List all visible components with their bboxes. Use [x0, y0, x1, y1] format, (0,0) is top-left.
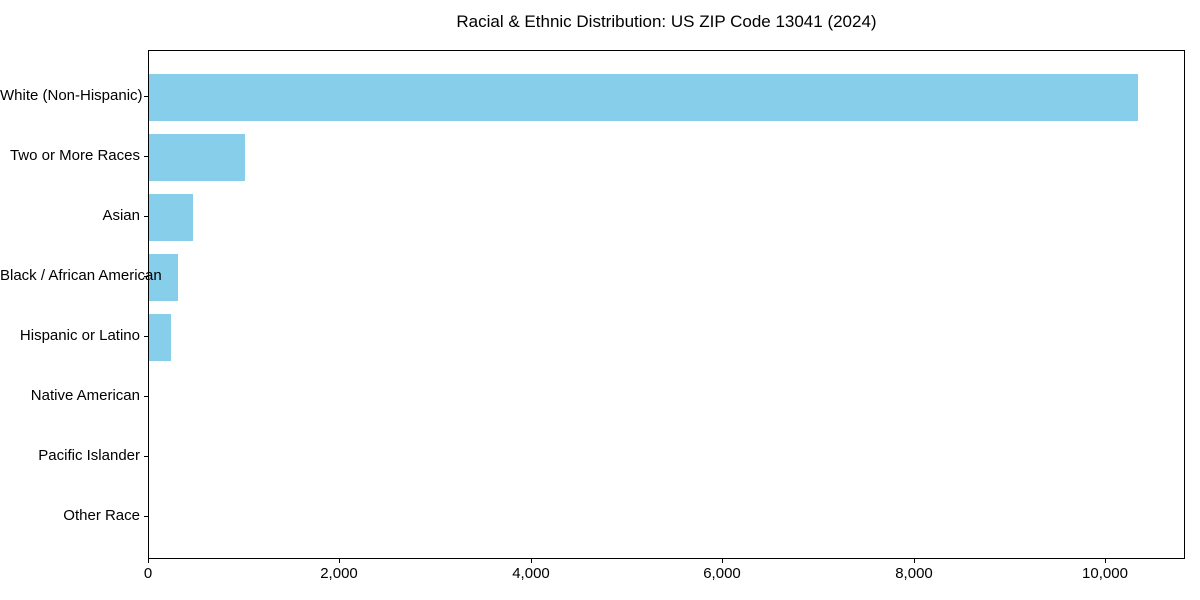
- x-tick-mark: [1105, 559, 1106, 563]
- bar-black-african-american: [149, 253, 178, 301]
- y-axis-label-asian: Asian: [102, 207, 140, 224]
- y-tick-mark: [144, 276, 148, 277]
- x-axis-label-0: 0: [143, 565, 153, 582]
- y-tick-mark: [144, 396, 148, 397]
- y-tick-mark: [144, 336, 148, 337]
- x-tick-mark: [148, 559, 149, 563]
- x-tick-mark: [531, 559, 532, 563]
- y-axis-label-hispanic-or-latino: Hispanic or Latino: [19, 327, 140, 344]
- y-axis-label-two-or-more-races: Two or More Races: [9, 147, 140, 164]
- x-tick-mark: [339, 559, 340, 563]
- y-axis-label-white-non-hispanic: White (Non-Hispanic): [0, 87, 143, 104]
- y-tick-mark: [144, 156, 148, 157]
- x-tick-mark: [722, 559, 723, 563]
- x-axis-label-2-000: 2,000: [320, 565, 358, 582]
- x-axis-label-6-000: 6,000: [703, 565, 741, 582]
- chart-title: Racial & Ethnic Distribution: US ZIP Cod…: [456, 12, 877, 31]
- plot-area: [148, 50, 1185, 559]
- x-axis-label-4-000: 4,000: [512, 565, 550, 582]
- bar-two-or-more-races: [149, 133, 245, 181]
- bar-white-non-hispanic: [149, 73, 1138, 121]
- y-axis-label-pacific-islander: Pacific Islander: [38, 447, 140, 464]
- x-tick-mark: [914, 559, 915, 563]
- bar-hispanic-or-latino: [149, 313, 171, 361]
- y-tick-mark: [144, 516, 148, 517]
- x-axis-label-8-000: 8,000: [895, 565, 933, 582]
- y-axis-label-black-african-american: Black / African American: [0, 267, 162, 284]
- y-axis-label-native-american: Native American: [30, 387, 140, 404]
- y-axis-label-other-race: Other Race: [63, 507, 140, 524]
- y-tick-mark: [144, 216, 148, 217]
- y-tick-mark: [144, 96, 148, 97]
- y-tick-mark: [144, 456, 148, 457]
- x-axis-label-10-000: 10,000: [1082, 565, 1128, 582]
- bar-asian: [149, 193, 193, 241]
